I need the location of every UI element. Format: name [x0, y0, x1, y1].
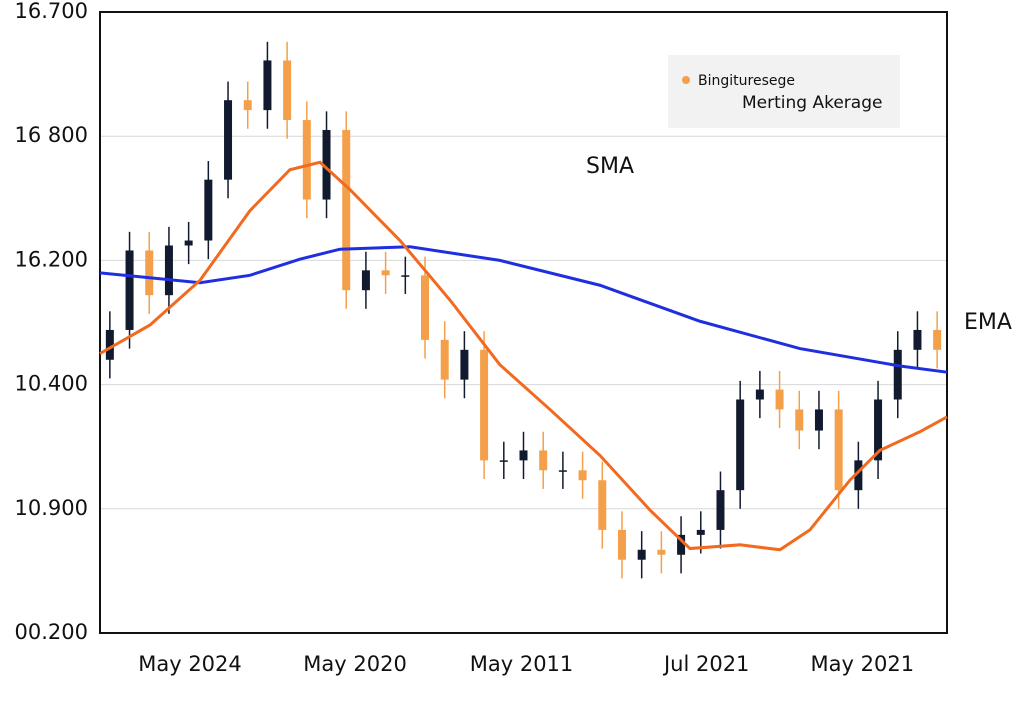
candle-body: [539, 450, 548, 471]
candle-body: [519, 450, 528, 461]
candle-body: [814, 409, 823, 431]
candle-body: [342, 129, 351, 291]
candle-body: [480, 349, 489, 461]
candle-body: [145, 250, 154, 296]
candle-body: [775, 389, 784, 410]
legend-label: Bingituresege: [698, 73, 795, 89]
candle-body: [795, 409, 804, 431]
candle-body: [598, 480, 607, 530]
candle-body: [834, 409, 843, 491]
candle-body: [381, 270, 390, 276]
candle-body: [874, 399, 883, 461]
candle-body: [854, 460, 863, 491]
candle-body: [913, 329, 922, 350]
x-tick-label: May 2021: [811, 652, 915, 676]
candle-body: [617, 529, 626, 560]
plot-frame: [99, 11, 948, 634]
candle-body: [440, 339, 449, 380]
line-series: [99, 245, 948, 374]
line-series: [99, 160, 948, 552]
candle-body: [933, 329, 942, 350]
candle-body: [105, 329, 114, 360]
candle-body: [263, 60, 272, 111]
candle-body: [302, 120, 311, 200]
candle-body: [893, 349, 902, 400]
candle-body: [558, 470, 567, 472]
candle-body: [164, 245, 173, 296]
x-tick-label: May 2020: [303, 652, 407, 676]
legend-marker: [682, 76, 690, 84]
candle-body: [184, 240, 193, 246]
candle-body: [224, 100, 233, 180]
candle-body: [677, 534, 686, 555]
y-tick-label: 16 800: [15, 123, 88, 147]
series-label: EMA: [964, 310, 1012, 335]
candle-body: [716, 490, 725, 530]
x-tick-label: Jul 2021: [662, 652, 749, 676]
candle-body: [283, 60, 292, 121]
candle-body: [696, 529, 705, 535]
candle-body: [421, 275, 430, 340]
x-tick-label: May 2024: [138, 652, 242, 676]
candle-body: [578, 470, 587, 481]
legend-box: [668, 55, 900, 128]
x-tick-label: May 2011: [470, 652, 574, 676]
y-tick-label: 16.700: [15, 0, 88, 23]
candle-body: [460, 349, 469, 380]
legend-label: Merting Akerage: [742, 93, 882, 113]
candle-body: [755, 389, 764, 400]
candle-body: [499, 460, 508, 462]
y-tick-label: 10.900: [15, 496, 88, 520]
candle-body: [361, 270, 370, 291]
candle-body: [125, 250, 134, 330]
candle-body: [243, 100, 252, 111]
y-tick-label: 00.200: [15, 620, 88, 644]
y-tick-label: 10.400: [15, 372, 88, 396]
candle-body: [401, 275, 410, 277]
candle-body: [657, 549, 666, 555]
candle-body: [204, 179, 213, 241]
candle-body: [637, 549, 646, 560]
candle-body: [736, 399, 745, 491]
y-tick-label: 16.200: [15, 247, 88, 271]
series-label: SMA: [586, 154, 634, 179]
candle-body: [322, 129, 331, 200]
